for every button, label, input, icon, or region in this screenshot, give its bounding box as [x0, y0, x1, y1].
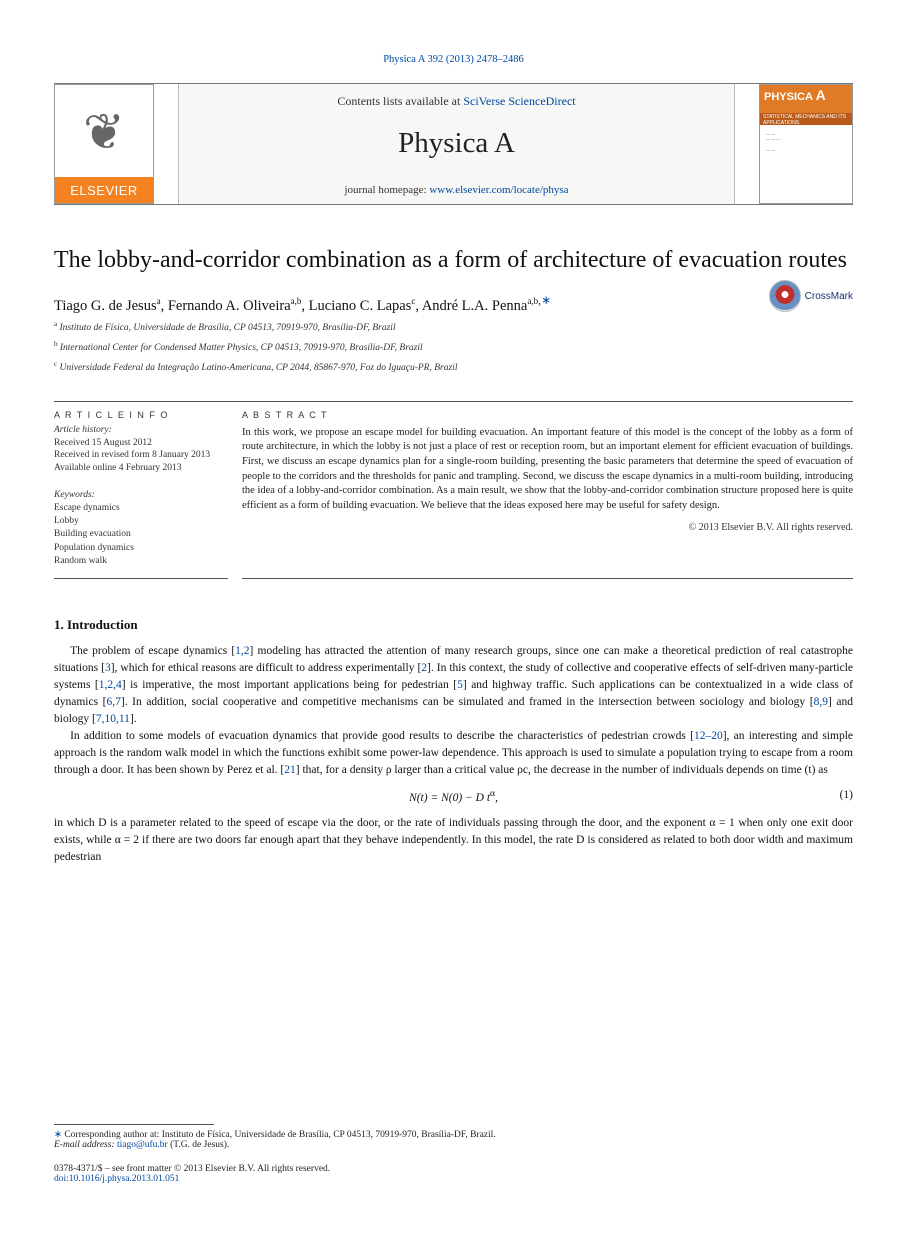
author-affiliation-marker: a,b [527, 296, 538, 306]
sciencedirect-link[interactable]: SciVerse ScienceDirect [463, 94, 575, 108]
author-email-link[interactable]: tiago@ufu.br [117, 1140, 168, 1150]
running-head-link[interactable]: Physica A 392 (2013) 2478–2486 [383, 54, 524, 65]
email-line: E-mail address: tiago@ufu.br (T.G. de Je… [54, 1140, 853, 1150]
email-attribution: (T.G. de Jesus). [170, 1140, 229, 1150]
elsevier-tree-icon: ❦ [83, 85, 125, 179]
author-affiliation-marker: a [157, 296, 161, 306]
crossmark-icon [769, 280, 801, 312]
section-heading: 1. Introduction [54, 617, 853, 633]
keyword: Random walk [54, 555, 228, 568]
cover-body: — —— — —— — [760, 125, 852, 203]
author-name: Fernando A. Oliveira [168, 298, 291, 314]
history-line: Available online 4 February 2013 [54, 462, 228, 475]
contents-line: Contents lists available at SciVerse Sci… [189, 94, 724, 109]
body-text: The problem of escape dynamics [1,2] mod… [54, 643, 853, 866]
cover-subtitle: STATISTICAL MECHANICS AND ITS APPLICATIO… [760, 113, 852, 125]
equation-number: (1) [840, 787, 853, 804]
keyword: Lobby [54, 515, 228, 528]
affiliation: a Instituto de Física, Universidade de B… [54, 320, 853, 335]
corresponding-author-note: ∗ Corresponding author at: Instituto de … [54, 1129, 853, 1140]
paper-title: The lobby-and-corridor combination as a … [54, 245, 853, 275]
keyword: Population dynamics [54, 542, 228, 555]
keywords-label: Keywords: [54, 489, 228, 502]
homepage-link[interactable]: www.elsevier.com/locate/physa [429, 184, 568, 196]
asterisk-icon: ∗ [54, 1130, 62, 1140]
abstract-header: A B S T R A C T [242, 410, 853, 420]
keyword: Building evacuation [54, 528, 228, 541]
keyword: Escape dynamics [54, 502, 228, 515]
equation: N(t) = N(0) − D tα, [409, 787, 498, 807]
info-abstract-grid: A R T I C L E I N F O Article history:Re… [54, 401, 853, 580]
abstract-column: A B S T R A C T In this work, we propose… [242, 401, 853, 580]
author-name: Tiago G. de Jesus [54, 298, 157, 314]
doi-link[interactable]: doi:10.1016/j.physa.2013.01.051 [54, 1174, 179, 1184]
citation-link[interactable]: 6,7 [107, 696, 121, 708]
journal-banner: ❦ ELSEVIER Contents lists available at S… [54, 83, 853, 205]
author-name: Luciano C. Lapas [309, 298, 412, 314]
page-footer: ∗ Corresponding author at: Instituto de … [54, 1124, 853, 1184]
article-info-column: A R T I C L E I N F O Article history:Re… [54, 401, 242, 580]
running-head: Physica A 392 (2013) 2478–2486 [54, 54, 853, 65]
corresponding-marker: ,∗ [538, 293, 551, 307]
author-affiliation-marker: a,b [291, 296, 302, 306]
crossmark-widget[interactable]: CrossMark [769, 280, 853, 312]
crossmark-label: CrossMark [805, 291, 853, 302]
author-affiliation-marker: c [411, 296, 415, 306]
abstract-copyright: © 2013 Elsevier B.V. All rights reserved… [242, 522, 853, 533]
citation-link[interactable]: 1,2,4 [99, 679, 122, 691]
citation-link[interactable]: 3 [105, 662, 111, 674]
affiliation: c Universidade Federal da Integração Lat… [54, 360, 853, 375]
author-name: André L.A. Penna [422, 298, 528, 314]
issn-line: 0378-4371/$ – see front matter © 2013 El… [54, 1164, 853, 1174]
citation-link[interactable]: 12–20 [694, 730, 723, 742]
journal-cover-thumbnail[interactable]: PHYSICA A STATISTICAL MECHANICS AND ITS … [759, 84, 853, 204]
homepage-prefix: journal homepage: [344, 184, 429, 196]
citation-link[interactable]: 2 [421, 662, 427, 674]
citation-link[interactable]: 7,10,11 [96, 713, 130, 725]
banner-center: Contents lists available at SciVerse Sci… [178, 84, 735, 204]
citation-link[interactable]: 5 [457, 679, 463, 691]
abstract-text: In this work, we propose an escape model… [242, 426, 853, 514]
journal-title: Physica A [189, 127, 724, 160]
homepage-line: journal homepage: www.elsevier.com/locat… [189, 184, 724, 196]
author-list: Tiago G. de Jesusa, Fernando A. Oliveira… [54, 293, 853, 315]
contents-prefix: Contents lists available at [337, 94, 463, 108]
cover-brand: PHYSICA A [760, 85, 852, 113]
publisher-brand: ELSEVIER [70, 179, 138, 203]
citation-link[interactable]: 1,2 [235, 645, 249, 657]
citation-link[interactable]: 21 [284, 764, 296, 776]
history-line: Article history: [54, 424, 228, 437]
affiliation: b International Center for Condensed Mat… [54, 340, 853, 355]
history-line: Received 15 August 2012 [54, 437, 228, 450]
email-label: E-mail address: [54, 1140, 115, 1150]
citation-link[interactable]: 8,9 [814, 696, 828, 708]
article-info-header: A R T I C L E I N F O [54, 410, 228, 420]
publisher-logo[interactable]: ❦ ELSEVIER [54, 84, 154, 204]
history-line: Received in revised form 8 January 2013 [54, 449, 228, 462]
